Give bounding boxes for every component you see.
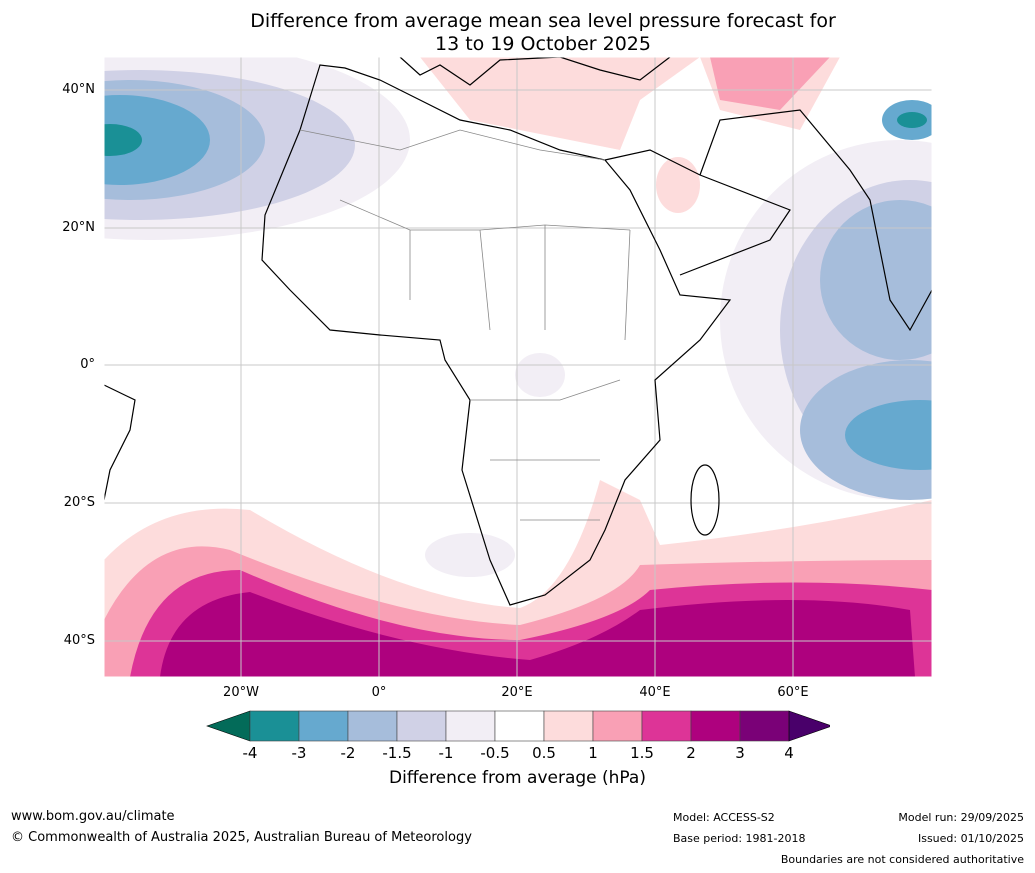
footer-base-period: Base period: 1981-2018 <box>673 832 806 845</box>
colorbar-bin <box>396 710 447 742</box>
lat-label: 40°N <box>62 82 95 97</box>
colorbar-bin <box>690 710 741 742</box>
colorbar-tick-label: 3 <box>735 744 745 762</box>
footer-model-run: Model run: 29/09/2025 <box>898 811 1024 824</box>
colorbar-bin <box>739 710 790 742</box>
colorbar-tick-label: 1.5 <box>630 744 654 762</box>
colorbar-bin <box>298 710 349 742</box>
title-line-1: Difference from average mean sea level p… <box>250 10 836 32</box>
colorbar-tick-label: 2 <box>686 744 696 762</box>
map-title: Difference from average mean sea level p… <box>0 10 1035 56</box>
colorbar-tick-label: -4 <box>242 744 258 762</box>
footer-issued: Issued: 01/10/2025 <box>917 832 1024 845</box>
colorbar-tick-label: 1 <box>588 744 598 762</box>
colorbar-bin <box>592 710 643 742</box>
colorbar-tick-label: -3 <box>291 744 307 762</box>
colorbar-tick-label: 4 <box>784 744 794 762</box>
lat-label: 20°S <box>63 495 95 510</box>
lon-label: 20°E <box>501 685 533 700</box>
anomaly-indian-ocean <box>720 100 932 500</box>
graticule <box>104 57 932 677</box>
colorbar-tick-label: 0.5 <box>532 744 556 762</box>
footer-disclaimer: Boundaries are not considered authoritat… <box>780 853 1024 866</box>
country-borders <box>299 129 631 521</box>
colorbar-bin <box>445 710 496 742</box>
colorbar-tick-label: -1 <box>438 744 454 762</box>
colorbar-extend-high <box>788 710 830 742</box>
colorbar-bin <box>543 710 594 742</box>
colorbar-bin <box>494 710 545 742</box>
colorbar-tick-label: -0.5 <box>480 744 510 762</box>
footer-copyright: © Commonwealth of Australia 2025, Austra… <box>11 830 472 845</box>
lon-label: 20°W <box>223 685 259 700</box>
lat-label: 0° <box>80 357 95 372</box>
footer-url[interactable]: www.bom.gov.au/climate <box>11 809 175 824</box>
colorbar-extend-low <box>206 710 251 742</box>
lat-label: 40°S <box>63 633 95 648</box>
lon-label: 0° <box>371 685 387 700</box>
anomaly-mediterranean <box>230 57 840 213</box>
lon-label: 60°E <box>777 685 809 700</box>
colorbar-bin <box>641 710 692 742</box>
pressure-anomaly-map <box>104 57 932 677</box>
colorbar-label: Difference from average (hPa) <box>389 768 646 788</box>
anomaly-nw-atlantic <box>104 57 410 240</box>
lon-label: 40°E <box>639 685 671 700</box>
footer-model: Model: ACCESS-S2 <box>673 811 775 824</box>
colorbar-tick-label: -1.5 <box>382 744 412 762</box>
anomaly-southern-ocean <box>104 353 932 677</box>
colorbar-bin <box>347 710 398 742</box>
title-line-2: 13 to 19 October 2025 <box>435 33 651 55</box>
colorbar-bin <box>249 710 300 742</box>
colorbar <box>206 710 830 742</box>
coastlines <box>104 57 932 606</box>
lat-label: 20°N <box>62 220 95 235</box>
colorbar-tick-label: -2 <box>340 744 356 762</box>
